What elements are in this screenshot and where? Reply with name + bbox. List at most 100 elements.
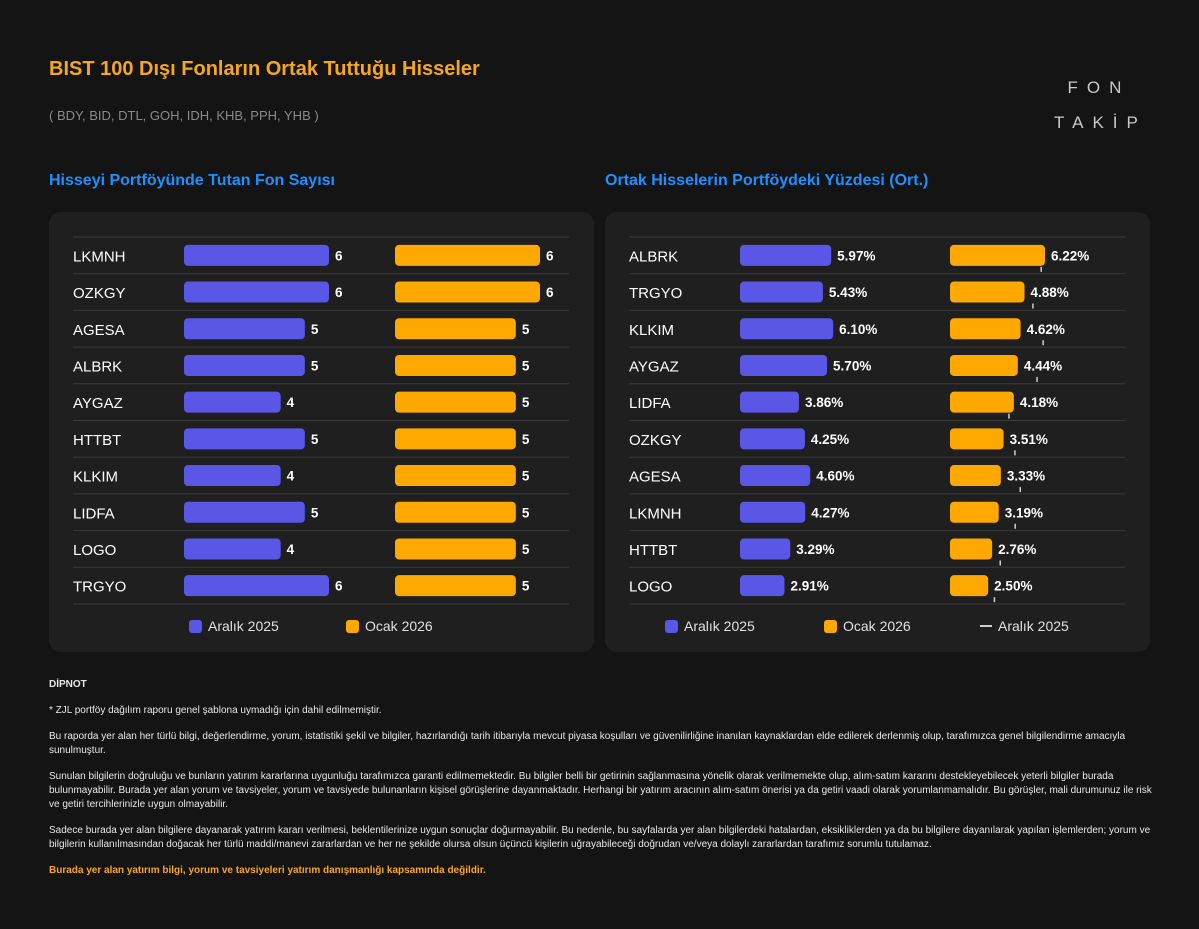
bar-ocak-2026 [950,318,1021,340]
bar-aralik-2025 [740,465,811,487]
legend-item-marker: Aralık 2025 [980,618,1069,634]
value-label: 6.10% [839,322,877,337]
bar-aralik-2025 [740,244,832,266]
page-title: BIST 100 Dışı Fonların Ortak Tuttuğu His… [49,58,480,80]
value-label: 5 [522,505,530,520]
fund-count-chart: LKMNH 6 6 OZKGY 6 6 AGESA 5 5 ALBRK 5 5 AYGAZ 4 5 HTTBT… [73,236,569,605]
bar-aralik-2025 [740,281,823,303]
category-label: AGESA [629,469,681,486]
bar-ocak-2026 [395,428,516,450]
value-label: 5 [311,432,319,447]
value-label: 5 [522,469,530,484]
logo-line-1: FON [1067,78,1131,97]
bar-aralik-2025 [740,575,785,597]
legend-label: Ocak 2026 [843,618,911,634]
bar-aralik-2025 [184,428,305,450]
category-label: OZKGY [629,432,682,449]
fund-list-subtitle: ( BDY, BID, DTL, GOH, IDH, KHB, PPH, YHB… [49,108,319,123]
value-label: 4 [287,542,295,557]
value-label: 5 [522,358,530,373]
right-chart-title: Ortak Hisselerin Portföydeki Yüzdesi (Or… [605,172,929,189]
bar-aralik-2025 [740,538,791,560]
category-label: AGESA [73,322,125,339]
bar-aralik-2025 [740,391,799,413]
category-label: LKMNH [629,505,682,522]
footnote-paragraph-2: Sunulan bilgilerin doğruluğu ve bunların… [49,771,1152,810]
category-label: LOGO [73,542,116,559]
bar-aralik-2025 [740,428,805,450]
value-label: 4.60% [816,469,854,484]
bar-ocak-2026 [395,281,540,303]
category-label: LOGO [629,579,672,596]
value-label: 3.29% [796,542,834,557]
bar-ocak-2026 [395,538,516,560]
value-label: 3.19% [1005,505,1043,520]
value-label: 6 [335,285,343,300]
bar-ocak-2026 [395,465,516,487]
category-label: KLKIM [73,469,118,486]
legend-label: Aralık 2025 [208,618,279,634]
value-label: 3.51% [1010,432,1048,447]
value-label: 5.43% [829,285,867,300]
bar-ocak-2026 [950,354,1018,376]
bar-aralik-2025 [184,575,329,597]
bar-aralik-2025 [184,538,281,560]
category-label: LKMNH [73,248,126,265]
bar-aralik-2025 [184,391,281,413]
bar-aralik-2025 [184,465,281,487]
category-label: OZKGY [73,285,126,302]
value-label: 4 [287,395,295,410]
logo-line-2: TAKİP [1054,113,1147,132]
brand-logo: FON TAKİP [1054,70,1144,140]
bar-aralik-2025 [740,318,834,340]
bar-ocak-2026 [950,575,989,597]
portfolio-share-chart-panel: ALBRK 5.97% 6.22% TRGYO 5.43% 4.88% KLKIM 6.10%… [605,212,1150,652]
value-label: 6 [335,248,343,263]
bar-ocak-2026 [395,244,540,266]
bar-ocak-2026 [395,575,516,597]
bar-ocak-2026 [395,354,516,376]
legend-swatch-orange [346,619,359,633]
category-label: AYGAZ [629,358,679,375]
bar-ocak-2026 [950,281,1025,303]
category-label: AYGAZ [73,395,123,412]
fund-count-legend: Aralık 2025 Ocak 2026 [49,618,594,638]
value-label: 5.97% [837,248,875,263]
legend-item-aralik: Aralık 2025 [665,618,755,634]
footnote-heading: DİPNOT [49,679,87,690]
legend-dash-marker [980,625,992,627]
bar-aralik-2025 [184,244,329,266]
bar-ocak-2026 [950,391,1014,413]
legend-label: Aralık 2025 [684,618,755,634]
value-label: 5.70% [833,358,871,373]
legend-swatch-orange [824,619,837,633]
bar-ocak-2026 [950,428,1004,450]
bar-aralik-2025 [740,501,806,523]
value-label: 5 [522,395,530,410]
value-label: 4.25% [811,432,849,447]
bar-aralik-2025 [184,318,305,340]
bar-ocak-2026 [950,465,1001,487]
value-label: 5 [522,432,530,447]
footnote-disclaimer: Burada yer alan yatırım bilgi, yorum ve … [49,865,486,876]
fund-count-chart-panel: LKMNH 6 6 OZKGY 6 6 AGESA 5 5 ALBRK 5 5 AYGAZ 4 5 HTTBT… [49,212,594,652]
bar-aralik-2025 [184,354,305,376]
category-label: HTTBT [629,542,677,559]
value-label: 5 [522,579,530,594]
bar-ocak-2026 [395,391,516,413]
legend-swatch-purple [665,619,678,633]
bar-ocak-2026 [395,318,516,340]
value-label: 6 [335,579,343,594]
category-label: HTTBT [73,432,121,449]
legend-item-ocak: Ocak 2026 [346,618,433,634]
value-label: 2.50% [994,579,1032,594]
value-label: 3.86% [805,395,843,410]
category-label: LIDFA [73,505,115,522]
value-label: 4.62% [1027,322,1065,337]
legend-label: Aralık 2025 [998,618,1069,634]
category-label: ALBRK [73,358,122,375]
footnote-paragraph-3: Sadece burada yer alan bilgilere dayanar… [49,825,1151,850]
footnote-paragraph-1: Bu raporda yer alan her türlü bilgi, değ… [49,731,1126,756]
category-label: TRGYO [629,285,682,302]
footnote-note: * ZJL portföy dağılım raporu genel şablo… [49,705,382,716]
